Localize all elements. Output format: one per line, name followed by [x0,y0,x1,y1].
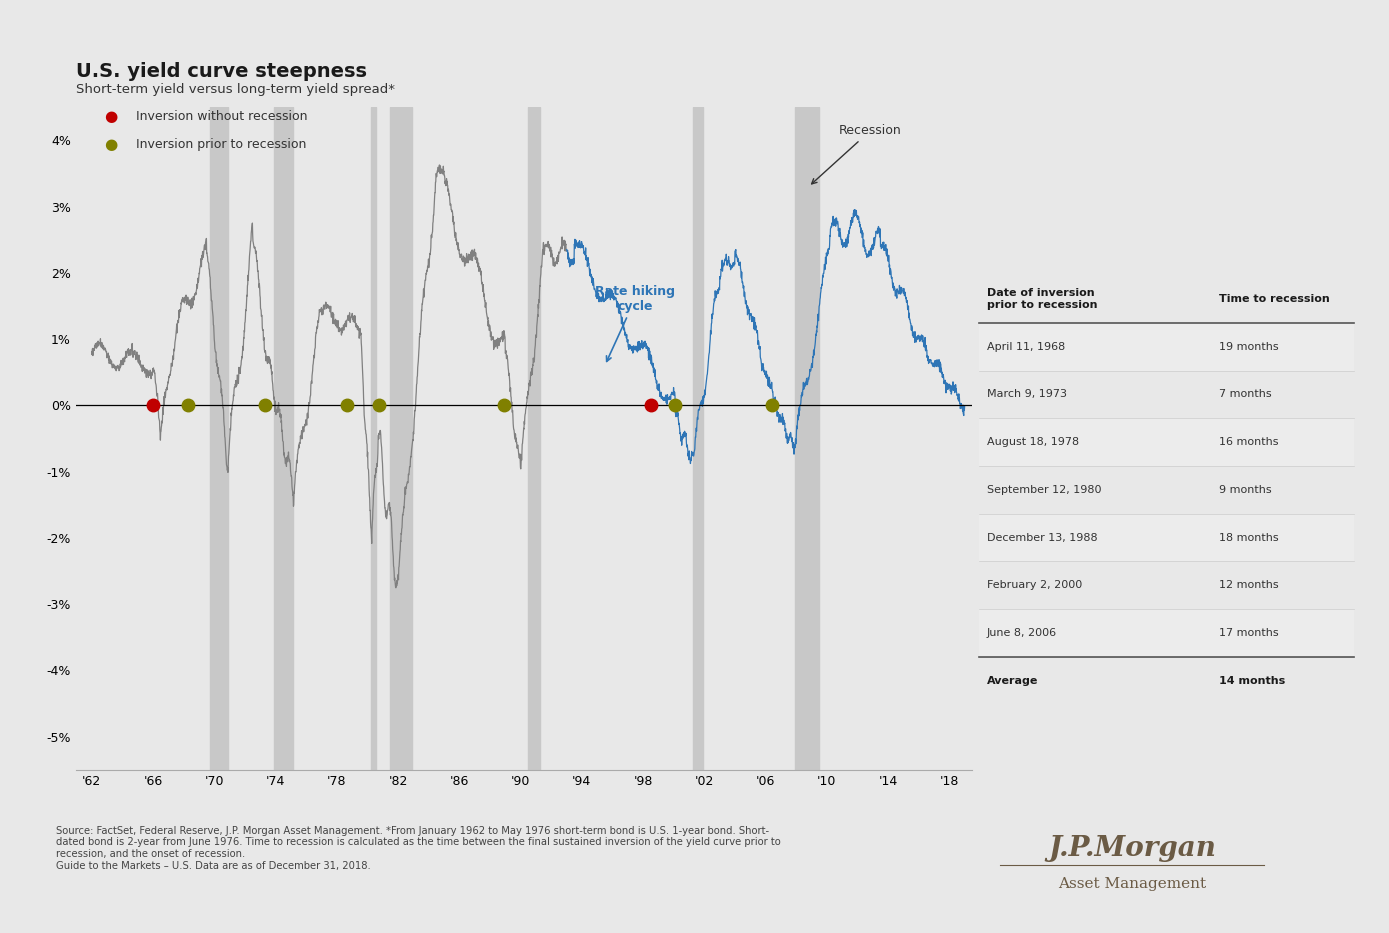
Text: 17 months: 17 months [1220,628,1279,638]
Text: 12 months: 12 months [1220,580,1279,591]
Text: Source: FactSet, Federal Reserve, J.P. Morgan Asset Management. *From January 19: Source: FactSet, Federal Reserve, J.P. M… [56,826,781,870]
Text: Asset Management: Asset Management [1058,877,1206,891]
Bar [795,107,820,770]
Bar [693,107,703,770]
Text: December 13, 1988: December 13, 1988 [986,533,1097,542]
Bar [979,370,1354,418]
Text: Rate hiking
cycle: Rate hiking cycle [596,285,675,361]
Text: March 9, 1973: March 9, 1973 [986,389,1067,399]
Text: 7 months: 7 months [1220,389,1272,399]
Text: September 12, 1980: September 12, 1980 [986,485,1101,494]
Text: ●: ● [104,109,118,124]
Bar [979,562,1354,609]
Text: Inversion without recession: Inversion without recession [132,110,307,123]
Bar [528,107,540,770]
Text: U.S. yield curve steepness: U.S. yield curve steepness [76,62,368,80]
Bar [979,657,1354,704]
Bar [390,107,413,770]
Text: Time to recession: Time to recession [1220,294,1331,304]
Text: J.P.Morgan: J.P.Morgan [1049,835,1215,862]
Text: ●: ● [104,137,118,152]
Text: Inversion prior to recession: Inversion prior to recession [132,138,307,151]
Text: Short-term yield versus long-term yield spread*: Short-term yield versus long-term yield … [76,83,396,96]
Text: August 18, 1978: August 18, 1978 [986,438,1079,447]
Bar [979,323,1354,370]
Text: 9 months: 9 months [1220,485,1272,494]
Bar [274,107,293,770]
Bar [210,107,228,770]
Text: Date of inversion
prior to recession: Date of inversion prior to recession [986,288,1097,310]
Bar [979,609,1354,657]
Text: 14 months: 14 months [1220,675,1285,686]
Bar [979,466,1354,514]
Bar [979,514,1354,562]
Text: April 11, 1968: April 11, 1968 [986,341,1065,352]
Bar [979,275,1354,323]
Text: February 2, 2000: February 2, 2000 [986,580,1082,591]
Text: Recession: Recession [811,124,901,184]
Bar [979,418,1354,466]
Text: 19 months: 19 months [1220,341,1279,352]
Bar [371,107,376,770]
Text: 16 months: 16 months [1220,438,1279,447]
Text: Average: Average [986,675,1038,686]
Text: June 8, 2006: June 8, 2006 [986,628,1057,638]
Text: 18 months: 18 months [1220,533,1279,542]
